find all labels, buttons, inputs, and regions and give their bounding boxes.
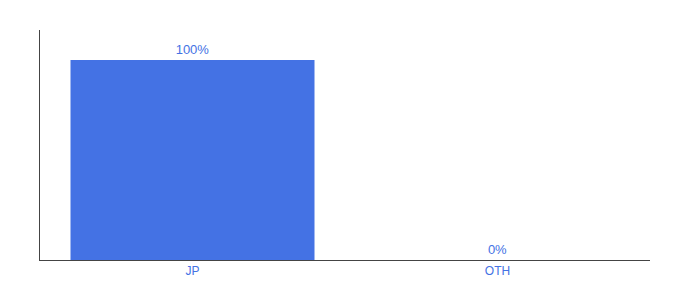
svg-text:0%: 0% [488,242,507,257]
svg-text:100%: 100% [176,42,210,57]
svg-text:JP: JP [185,264,199,278]
svg-text:OTH: OTH [485,264,510,278]
